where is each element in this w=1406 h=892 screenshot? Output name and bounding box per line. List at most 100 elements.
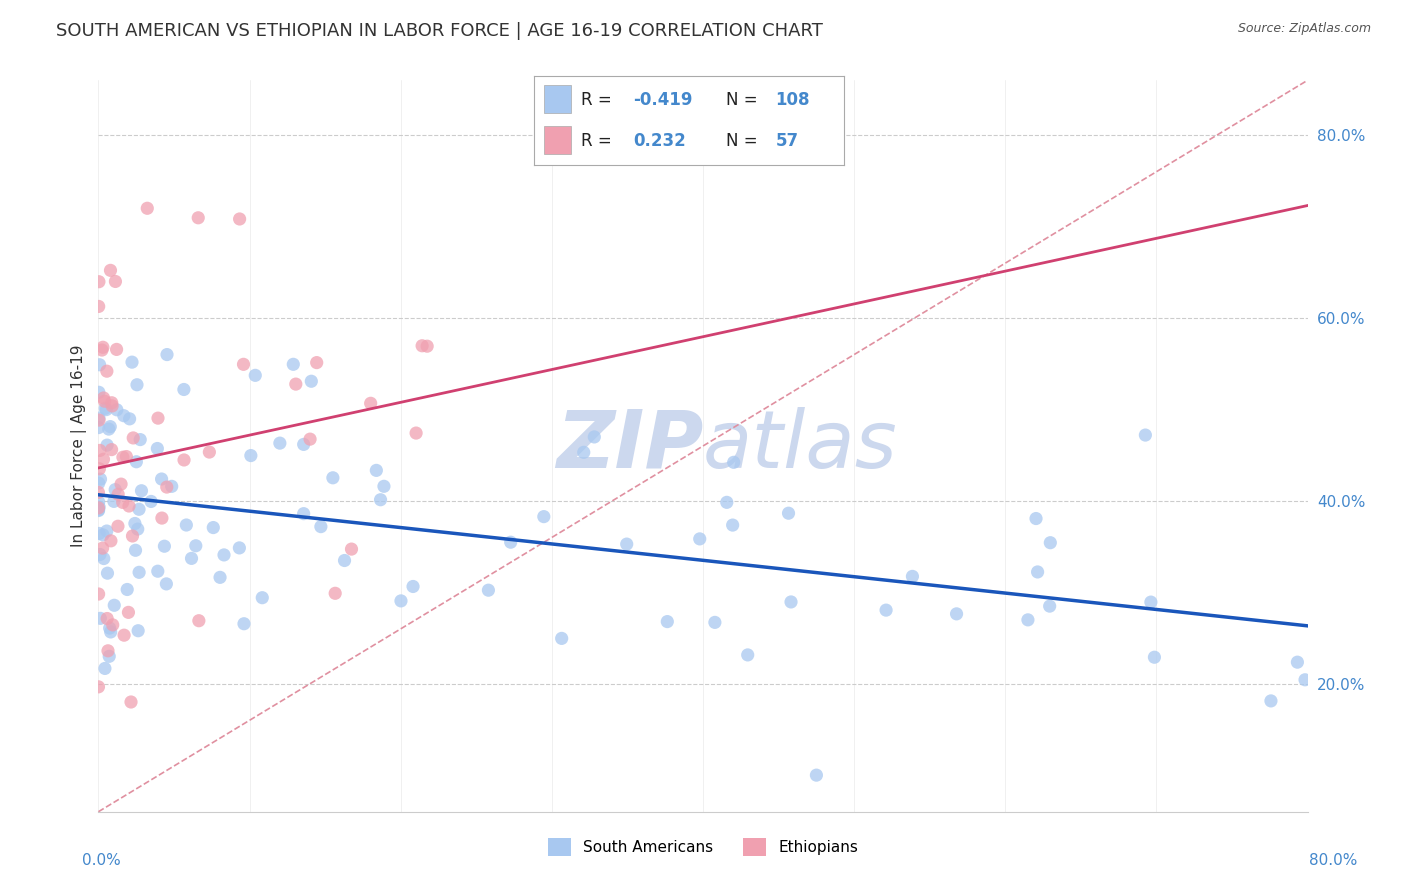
Point	[689, 532, 711, 546]
Text: 108: 108	[776, 91, 810, 109]
Point	[533, 509, 555, 524]
Point	[1026, 565, 1049, 579]
Point	[139, 494, 162, 508]
Point	[572, 445, 595, 459]
Point	[146, 411, 169, 425]
Point	[1294, 673, 1316, 687]
Point	[96, 364, 118, 378]
Point	[91, 541, 114, 555]
Point	[87, 503, 110, 517]
Point	[1143, 650, 1166, 665]
Point	[87, 476, 110, 491]
Point	[228, 541, 250, 555]
Point	[477, 583, 499, 598]
Point	[299, 374, 322, 388]
Point	[156, 480, 179, 494]
Point	[723, 455, 745, 469]
Point	[389, 594, 412, 608]
Point	[94, 401, 117, 416]
Point	[173, 383, 195, 397]
Point	[94, 661, 117, 675]
Point	[89, 358, 111, 372]
Point	[187, 614, 209, 628]
Point	[499, 535, 522, 549]
Point	[901, 569, 924, 583]
Point	[91, 343, 114, 357]
Point	[233, 616, 256, 631]
Point	[121, 529, 143, 543]
Point	[104, 483, 127, 497]
Point	[1286, 655, 1309, 669]
Point	[322, 471, 344, 485]
Point	[1140, 595, 1163, 609]
Point	[252, 591, 274, 605]
Point	[100, 624, 122, 639]
Text: R =: R =	[581, 91, 612, 109]
Point	[96, 438, 118, 452]
Text: ZIP: ZIP	[555, 407, 703, 485]
Point	[124, 543, 146, 558]
Text: 57: 57	[776, 132, 799, 150]
Text: -0.419: -0.419	[633, 91, 693, 109]
Point	[703, 615, 725, 630]
Point	[416, 339, 439, 353]
Text: SOUTH AMERICAN VS ETHIOPIAN IN LABOR FORCE | AGE 16-19 CORRELATION CHART: SOUTH AMERICAN VS ETHIOPIAN IN LABOR FOR…	[56, 22, 823, 40]
Point	[284, 377, 307, 392]
Point	[136, 201, 159, 215]
Text: 0.0%: 0.0%	[82, 854, 121, 868]
Point	[411, 339, 433, 353]
Point	[202, 520, 225, 534]
Point	[118, 412, 141, 426]
Point	[945, 607, 967, 621]
Point	[87, 413, 110, 427]
Point	[101, 399, 124, 413]
Point	[292, 507, 315, 521]
Point	[87, 680, 110, 694]
Point	[120, 695, 142, 709]
Y-axis label: In Labor Force | Age 16-19: In Labor Force | Age 16-19	[72, 344, 87, 548]
Point	[1260, 694, 1282, 708]
Point	[96, 524, 118, 538]
Point	[125, 377, 148, 392]
Text: atlas: atlas	[703, 407, 898, 485]
Point	[146, 442, 169, 456]
Point	[323, 586, 346, 600]
Point	[129, 433, 152, 447]
Point	[98, 649, 121, 664]
Point	[150, 511, 173, 525]
Point	[153, 539, 176, 553]
Point	[112, 628, 135, 642]
Point	[209, 570, 232, 584]
Point	[111, 450, 134, 465]
Point	[405, 426, 427, 441]
Point	[93, 394, 115, 409]
Point	[91, 340, 114, 354]
Point	[245, 368, 267, 383]
Point	[176, 518, 198, 533]
Text: R =: R =	[581, 132, 612, 150]
Point	[87, 587, 110, 601]
Point	[98, 621, 121, 635]
Text: N =: N =	[725, 91, 758, 109]
Point	[228, 211, 250, 226]
Point	[1017, 613, 1039, 627]
Point	[128, 566, 150, 580]
Bar	[544, 85, 571, 113]
Point	[96, 611, 118, 625]
Point	[299, 432, 322, 446]
Point	[366, 463, 388, 477]
Point	[780, 595, 803, 609]
Point	[550, 632, 572, 646]
Point	[155, 577, 177, 591]
Point	[875, 603, 897, 617]
Point	[716, 495, 738, 509]
Point	[87, 411, 110, 425]
Point	[128, 502, 150, 516]
Text: 0.232: 0.232	[633, 132, 686, 150]
Point	[121, 355, 143, 369]
Bar	[544, 126, 571, 154]
Text: 80.0%: 80.0%	[1309, 854, 1357, 868]
Point	[373, 479, 395, 493]
Point	[107, 519, 129, 533]
Point	[283, 357, 305, 371]
